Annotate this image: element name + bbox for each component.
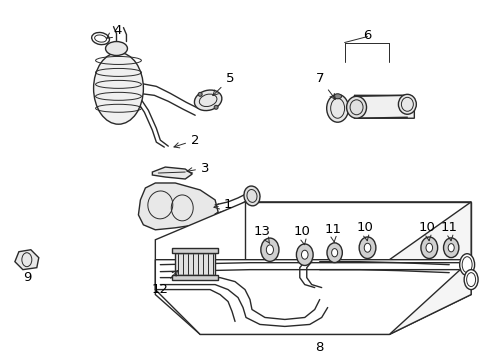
Ellipse shape (260, 238, 278, 261)
Polygon shape (15, 250, 39, 270)
Ellipse shape (398, 94, 415, 114)
Polygon shape (152, 167, 192, 179)
Polygon shape (175, 253, 215, 275)
Ellipse shape (447, 244, 453, 252)
Text: 11: 11 (440, 221, 457, 241)
Polygon shape (349, 95, 413, 118)
Polygon shape (244, 202, 470, 260)
Text: 1: 1 (214, 198, 232, 211)
Polygon shape (155, 260, 470, 334)
Ellipse shape (93, 53, 143, 124)
Text: 8: 8 (315, 341, 323, 354)
Text: 6: 6 (363, 29, 371, 42)
Text: 5: 5 (212, 72, 234, 96)
Text: 7: 7 (315, 72, 335, 99)
Ellipse shape (214, 105, 218, 109)
Ellipse shape (244, 186, 260, 206)
Ellipse shape (301, 250, 307, 259)
Text: 13: 13 (253, 225, 270, 243)
Ellipse shape (358, 237, 375, 258)
Text: 12: 12 (151, 270, 177, 296)
Ellipse shape (198, 92, 202, 96)
Ellipse shape (425, 243, 432, 252)
Text: 3: 3 (186, 162, 209, 175)
Ellipse shape (459, 254, 474, 276)
Polygon shape (172, 275, 218, 280)
Text: 4: 4 (106, 24, 122, 38)
Polygon shape (138, 183, 218, 230)
Ellipse shape (326, 94, 348, 122)
Ellipse shape (194, 90, 222, 111)
Ellipse shape (331, 249, 337, 257)
Text: 2: 2 (174, 134, 199, 148)
Ellipse shape (296, 244, 312, 265)
Text: 10: 10 (418, 221, 435, 241)
Ellipse shape (105, 41, 127, 55)
Ellipse shape (463, 270, 477, 289)
Ellipse shape (443, 238, 458, 258)
Text: 10: 10 (355, 221, 372, 241)
Ellipse shape (326, 243, 342, 262)
Ellipse shape (91, 32, 109, 45)
Text: 11: 11 (324, 223, 341, 242)
Ellipse shape (333, 94, 341, 99)
Ellipse shape (420, 237, 437, 258)
Ellipse shape (346, 96, 366, 118)
Text: 9: 9 (22, 271, 31, 284)
Polygon shape (172, 248, 218, 253)
Polygon shape (155, 202, 470, 334)
Polygon shape (388, 202, 470, 334)
Ellipse shape (266, 245, 273, 255)
Text: 10: 10 (293, 225, 309, 245)
Ellipse shape (364, 243, 370, 252)
